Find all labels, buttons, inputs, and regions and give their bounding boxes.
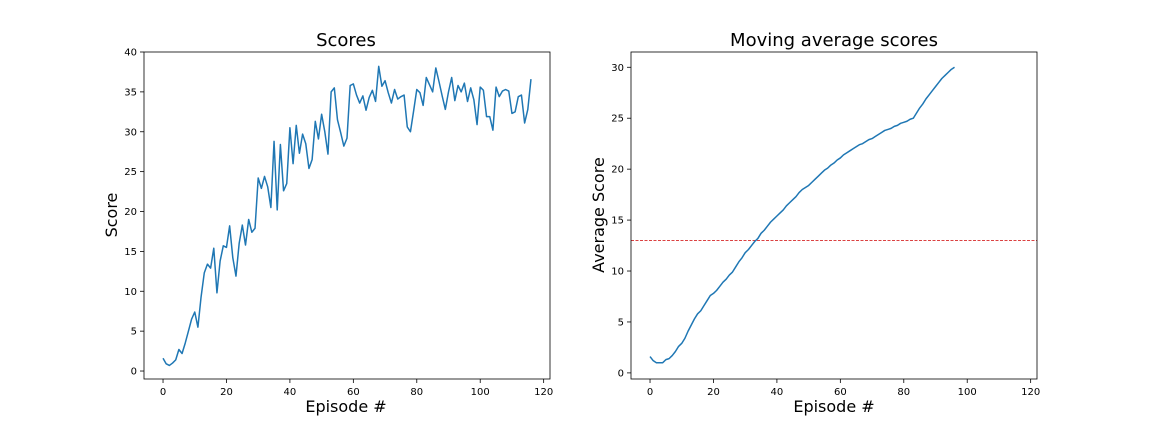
moving-average-series-line: [649, 66, 955, 364]
scores-x-tick-label: 80: [410, 387, 423, 398]
moving-average-y-tick-label: 10: [611, 267, 624, 278]
scores-x-tick-label: 20: [220, 387, 233, 398]
moving-average-x-tick-label: 40: [771, 387, 784, 398]
scores-chart-ylabel: Score: [102, 193, 121, 238]
moving-average-chart-title: Moving average scores: [730, 30, 938, 51]
scores-y-tick-label: 10: [124, 287, 137, 298]
scores-y-tick-label: 15: [124, 247, 137, 258]
moving-average-x-tick-label: 100: [958, 387, 977, 398]
moving-average-x-tick-label: 80: [897, 387, 910, 398]
scores-series-line: [162, 65, 532, 367]
moving-average-y-tick-label: 25: [611, 114, 624, 125]
scores-axes-frame: [143, 51, 551, 380]
scores-y-tick-label: 40: [124, 48, 137, 59]
scores-chart: Scores Episode # Score 0 20 40 60 80 100 120 0 5…: [102, 30, 553, 416]
moving-average-y-tick-label: 20: [611, 165, 624, 176]
scores-x-tick-label: 120: [534, 387, 553, 398]
moving-average-chart: Moving average scores Episode # Average …: [589, 30, 1040, 416]
scores-chart-xlabel: Episode #: [305, 397, 386, 416]
moving-average-x-tick-label: 60: [834, 387, 847, 398]
moving-average-x-tick-label: 0: [647, 387, 653, 398]
scores-y-tick-label: 30: [124, 127, 137, 138]
scores-x-tick-label: 40: [284, 387, 297, 398]
scores-y-tick-label: 20: [124, 207, 137, 218]
moving-average-x-tick-label: 120: [1021, 387, 1040, 398]
moving-average-y-tick-label: 5: [618, 317, 624, 328]
scores-y-tick-label: 25: [124, 167, 137, 178]
moving-average-chart-xlabel: Episode #: [793, 397, 874, 416]
moving-average-y-tick-label: 0: [618, 368, 624, 379]
moving-average-chart-ylabel: Average Score: [589, 157, 608, 273]
moving-average-x-tick-label: 20: [707, 387, 720, 398]
scores-chart-title: Scores: [316, 30, 376, 51]
scores-x-tick-label: 60: [347, 387, 360, 398]
scores-y-tick-label: 35: [124, 87, 137, 98]
moving-average-y-tick-label: 15: [611, 216, 624, 227]
moving-average-y-tick-label: 30: [611, 63, 624, 74]
moving-average-axes-frame: [630, 51, 1038, 380]
scores-y-tick-label: 5: [131, 327, 137, 338]
scores-y-tick-label: 0: [131, 367, 137, 378]
scores-x-tick-label: 0: [160, 387, 166, 398]
scores-x-tick-label: 100: [471, 387, 490, 398]
